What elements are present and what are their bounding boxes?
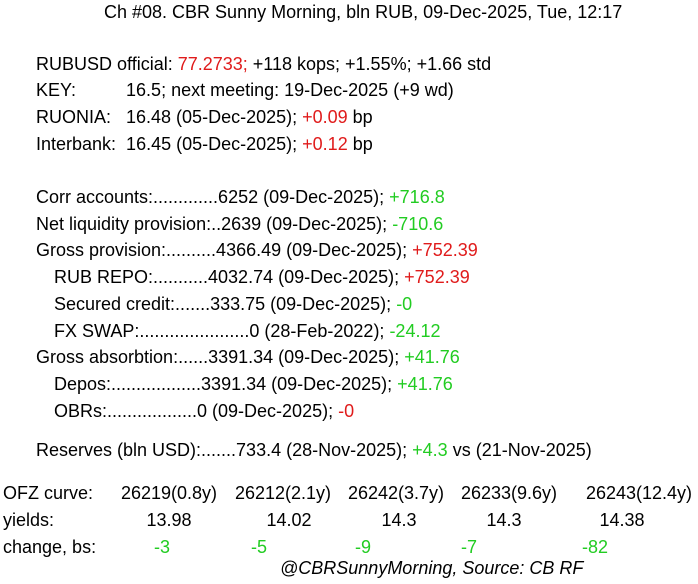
gross-provision-change: +752.39 — [412, 240, 478, 260]
ofz-bond-yield: 14.38 — [599, 510, 645, 530]
depos-label: Depos:..................3391.34 (09-Dec-… — [54, 374, 398, 394]
page-title: Ch #08. CBR Sunny Morning, bln RUB, 09-D… — [104, 2, 623, 22]
corr-accounts-change: +716.8 — [389, 187, 445, 207]
gross-provision-row: Gross provision:..........4366.49 (09-De… — [36, 239, 478, 261]
gross-absorption-row: Gross absorbtion:......3391.34 (09-Dec-2… — [36, 346, 460, 368]
rub-repo-change: +752.39 — [404, 267, 470, 287]
ofz-bond-change: -3 — [153, 537, 170, 557]
reserves-row: Reserves (bln USD):.......733.4 (28-Nov-… — [36, 439, 592, 461]
key-rate-row: KEY: 16.5; next meeting: 19-Dec-2025 (+9… — [36, 80, 454, 100]
ofz-bond-change: -7 — [460, 537, 477, 557]
obrs-row: OBRs:..................0 (09-Dec-2025); … — [54, 400, 354, 422]
ofz-curve-label: OFZ curve: — [3, 483, 94, 503]
ofz-bond-yield: 13.98 — [146, 510, 192, 530]
ruonia-change: +0.09 — [302, 107, 348, 127]
ofz-bond-name: 26212(2.1y) — [234, 483, 332, 503]
obrs-change: -0 — [338, 401, 355, 421]
corr-accounts-row: Corr accounts:.............6252 (09-Dec-… — [36, 186, 445, 208]
rubusd-value: 77.2733; — [177, 54, 248, 74]
source-footer: @CBRSunnyMorning, Source: CB RF — [280, 558, 584, 578]
ruonia-unit: bp — [347, 107, 373, 127]
ofz-bond-name: 26242(3.7y) — [347, 483, 445, 503]
gross-absorption-label: Gross absorbtion:......3391.34 (09-Dec-2… — [36, 347, 405, 367]
secured-credit-change: -0 — [396, 294, 413, 314]
ofz-bond-change: -82 — [581, 537, 608, 557]
gross-provision-label: Gross provision:..........4366.49 (09-De… — [36, 240, 413, 260]
obrs-label: OBRs:..................0 (09-Dec-2025); — [54, 401, 339, 421]
secured-credit-label: Secured credit:.......333.75 (09-Dec-202… — [54, 294, 397, 314]
interbank-label: Interbank: 16.45 (05-Dec-2025); — [36, 134, 303, 154]
rubusd-changes: +118 kops; +1.55%; +1.66 std — [247, 54, 492, 74]
ruonia-label: RUONIA: 16.48 (05-Dec-2025); — [36, 107, 303, 127]
fx-swap-label: FX SWAP:......................0 (28-Feb-… — [54, 321, 390, 341]
reserves-suffix: vs (21-Nov-2025) — [447, 440, 592, 460]
gross-absorption-change: +41.76 — [404, 347, 460, 367]
net-liquidity-row: Net liquidity provision:..2639 (09-Dec-2… — [36, 213, 443, 235]
fx-swap-row: FX SWAP:......................0 (28-Feb-… — [54, 320, 440, 342]
rub-repo-row: RUB REPO:...........4032.74 (09-Dec-2025… — [54, 266, 470, 288]
ofz-bond-name: 26219(0.8y) — [120, 483, 218, 503]
interbank-unit: bp — [347, 134, 373, 154]
depos-row: Depos:..................3391.34 (09-Dec-… — [54, 373, 453, 395]
interbank-change: +0.12 — [302, 134, 348, 154]
ofz-bond-change: -9 — [354, 537, 371, 557]
reserves-change: +4.3 — [412, 440, 448, 460]
net-liquidity-change: -710.6 — [392, 214, 444, 234]
rubusd-row: RUBUSD official: 77.2733; +118 kops; +1.… — [36, 53, 491, 75]
reserves-label: Reserves (bln USD):.......733.4 (28-Nov-… — [36, 440, 413, 460]
ofz-bond-name: 26233(9.6y) — [460, 483, 558, 503]
interbank-row: Interbank: 16.45 (05-Dec-2025); +0.12 bp — [36, 133, 373, 155]
ofz-bond-yield: 14.3 — [381, 510, 417, 530]
ofz-change-label: change, bs: — [3, 537, 97, 557]
ofz-bond-yield: 14.3 — [486, 510, 522, 530]
rub-repo-label: RUB REPO:...........4032.74 (09-Dec-2025… — [54, 267, 405, 287]
ofz-yields-label: yields: — [3, 510, 55, 530]
ruonia-row: RUONIA: 16.48 (05-Dec-2025); +0.09 bp — [36, 106, 373, 128]
rubusd-label: RUBUSD official: — [36, 54, 178, 74]
ofz-bond-change: -5 — [250, 537, 267, 557]
ofz-bond-name: 26243(12.4y) — [585, 483, 693, 503]
corr-accounts-label: Corr accounts:.............6252 (09-Dec-… — [36, 187, 390, 207]
ofz-bond-yield: 14.02 — [266, 510, 312, 530]
secured-credit-row: Secured credit:.......333.75 (09-Dec-202… — [54, 293, 412, 315]
net-liquidity-label: Net liquidity provision:..2639 (09-Dec-2… — [36, 214, 393, 234]
depos-change: +41.76 — [397, 374, 453, 394]
fx-swap-change: -24.12 — [389, 321, 441, 341]
